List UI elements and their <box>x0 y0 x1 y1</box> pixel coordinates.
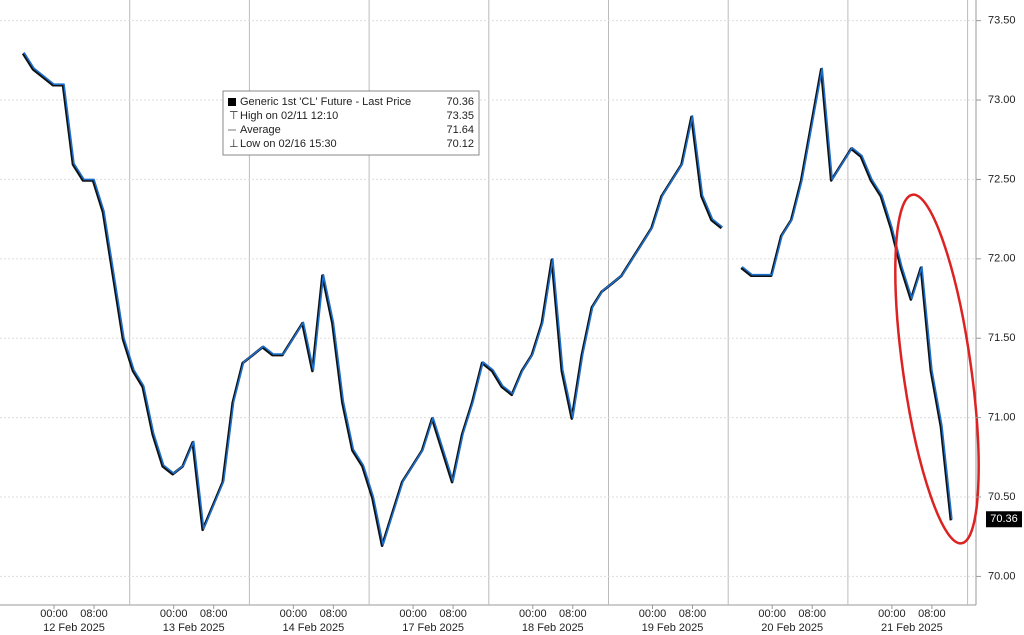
stat-value: 73.35 <box>446 110 474 122</box>
stat-label: Average <box>240 124 281 136</box>
legend-icon: ⊤ <box>229 110 239 122</box>
date-label: 14 Feb 2025 <box>283 622 345 634</box>
x-tick-label: 08:00 <box>559 608 587 620</box>
x-tick-label: 08:00 <box>200 608 228 620</box>
date-label: 13 Feb 2025 <box>163 622 225 634</box>
last-price-label: 70.36 <box>990 513 1018 525</box>
x-tick-label: 08:00 <box>679 608 707 620</box>
x-tick-label: 00:00 <box>878 608 906 620</box>
y-tick-label: 71.00 <box>988 412 1016 424</box>
x-tick-label: 00:00 <box>758 608 786 620</box>
date-label: 18 Feb 2025 <box>522 622 584 634</box>
stat-value: 71.64 <box>446 124 474 136</box>
stat-label: Low on 02/16 15:30 <box>240 138 337 150</box>
stat-value: 70.12 <box>446 138 474 150</box>
date-label: 19 Feb 2025 <box>642 622 704 634</box>
x-tick-label: 08:00 <box>320 608 348 620</box>
legend-icon: ⊥ <box>229 138 239 150</box>
date-label: 20 Feb 2025 <box>761 622 823 634</box>
stat-label: High on 02/11 12:10 <box>240 110 338 122</box>
x-tick-label: 00:00 <box>160 608 188 620</box>
plot-area <box>0 0 976 605</box>
y-tick-label: 72.50 <box>988 173 1016 185</box>
y-tick-label: 73.00 <box>988 94 1016 106</box>
x-tick-label: 00:00 <box>399 608 427 620</box>
x-tick-label: 08:00 <box>798 608 826 620</box>
x-tick-label: 08:00 <box>80 608 108 620</box>
x-tick-label: 00:00 <box>280 608 308 620</box>
legend-box <box>222 90 480 156</box>
x-tick-label: 08:00 <box>918 608 946 620</box>
y-tick-label: 70.50 <box>988 491 1016 503</box>
date-label: 12 Feb 2025 <box>43 622 105 634</box>
last-price-box <box>986 511 1022 528</box>
date-label: 21 Feb 2025 <box>881 622 943 634</box>
y-tick-label: 73.50 <box>988 15 1016 27</box>
x-tick-label: 00:00 <box>519 608 547 620</box>
legend-value: 70.36 <box>446 96 474 108</box>
legend-label: Generic 1st 'CL' Future - Last Price <box>240 96 411 108</box>
date-label: 17 Feb 2025 <box>402 622 464 634</box>
legend-swatch <box>228 98 236 106</box>
y-tick-label: 71.50 <box>988 332 1016 344</box>
highlight-ellipse <box>894 193 980 545</box>
x-tick-label: 08:00 <box>439 608 467 620</box>
x-tick-label: 00:00 <box>639 608 667 620</box>
price-line <box>23 51 953 546</box>
y-tick-label: 70.00 <box>988 570 1016 582</box>
x-tick-label: 00:00 <box>40 608 68 620</box>
y-tick-label: 72.00 <box>988 253 1016 265</box>
legend: Generic 1st 'CL' Future - Last Price 70.… <box>222 90 480 156</box>
